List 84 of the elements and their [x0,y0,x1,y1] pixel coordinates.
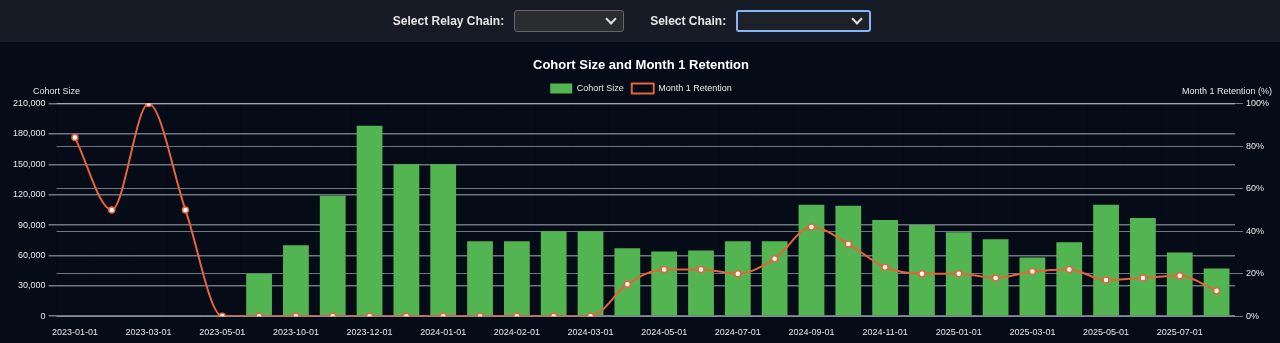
bar [356,125,383,316]
y-axis-title: Cohort Size [33,85,81,96]
point [108,206,116,214]
bar [503,241,530,316]
point [1175,272,1184,280]
y-tick-label: 90,000 [18,219,46,230]
x-tick-label: 2023-05-01 [199,327,246,338]
bar [909,225,935,316]
point [1028,267,1037,276]
point [660,265,668,274]
bar [540,231,567,316]
bar [283,245,309,316]
bar [430,164,457,316]
bar [1056,242,1083,316]
bar [835,205,862,316]
point [734,269,742,278]
bar [945,232,972,316]
bar [982,239,1009,316]
y-tick-label: 30,000 [18,280,46,291]
x-tick-label: 2024-09-01 [788,327,835,338]
text: Select Relay Chain: [392,14,505,28]
x-tick-label: 2025-01-01 [935,327,982,338]
y-tick-label: 180,000 [12,128,46,139]
point [181,206,190,214]
bar [761,241,788,316]
legend-label: Month 1 Retention [658,83,732,94]
y-tick-label: 60,000 [18,249,46,260]
bar [319,195,346,316]
bar [872,220,899,316]
chart-title: Cohort Size and Month 1 Retention [533,57,750,73]
point [807,223,816,231]
y2-tick-label: 40% [1245,225,1264,236]
y2-axis-title: Month 1 Retention (%) [1181,85,1272,96]
x-tick-label: 2025-07-01 [1156,327,1203,338]
point [1212,286,1221,295]
y2-tick-label: 100% [1245,98,1270,109]
bar [614,248,641,316]
y-tick-label: 120,000 [12,189,46,200]
point [71,133,79,142]
x-tick-label: 2024-02-01 [493,327,540,338]
bar [1130,218,1156,316]
bar [651,251,678,316]
y-tick-label: 150,000 [12,158,46,169]
point [881,263,889,272]
x-tick-label: 2024-03-01 [567,327,614,338]
x-tick-label: 2023-01-01 [51,327,98,338]
point [770,255,779,263]
point [991,274,1000,282]
bar [1203,268,1230,316]
y2-tick-label: 60% [1245,183,1264,194]
point [623,280,632,289]
point [1139,274,1147,282]
x-tick-label: 2024-11-01 [862,327,908,338]
x-tick-label: 2024-07-01 [714,327,761,338]
x-tick-label: 2023-03-01 [125,327,172,338]
bar [246,273,272,316]
y-tick-label: 210,000 [12,98,46,109]
bar [577,231,604,316]
legend-label: Cohort Size [576,83,624,94]
text: Select Chain: [650,14,727,28]
x-tick-label: 2023-10-01 [272,327,319,338]
bar [688,250,714,316]
x-tick-label: 2024-01-01 [420,327,467,338]
point [955,269,963,278]
bar [467,241,493,316]
bar [798,204,825,316]
y-tick-label: 0 [40,310,46,321]
y2-tick-label: 20% [1245,268,1264,279]
x-tick-label: 2025-03-01 [1009,327,1056,338]
point [844,240,853,248]
point [1102,276,1110,284]
bar [1019,257,1046,316]
bar [724,241,751,316]
y2-tick-label: 80% [1245,140,1264,151]
bar [393,164,420,316]
x-tick-label: 2024-05-01 [641,327,688,338]
bar [1166,252,1193,316]
point [697,265,705,274]
y2-tick-label: 0% [1245,310,1259,321]
point [1065,265,1074,274]
point [918,269,926,278]
x-tick-label: 2025-05-01 [1083,327,1130,338]
x-tick-label: 2023-12-01 [346,327,393,338]
bar [1093,204,1119,316]
